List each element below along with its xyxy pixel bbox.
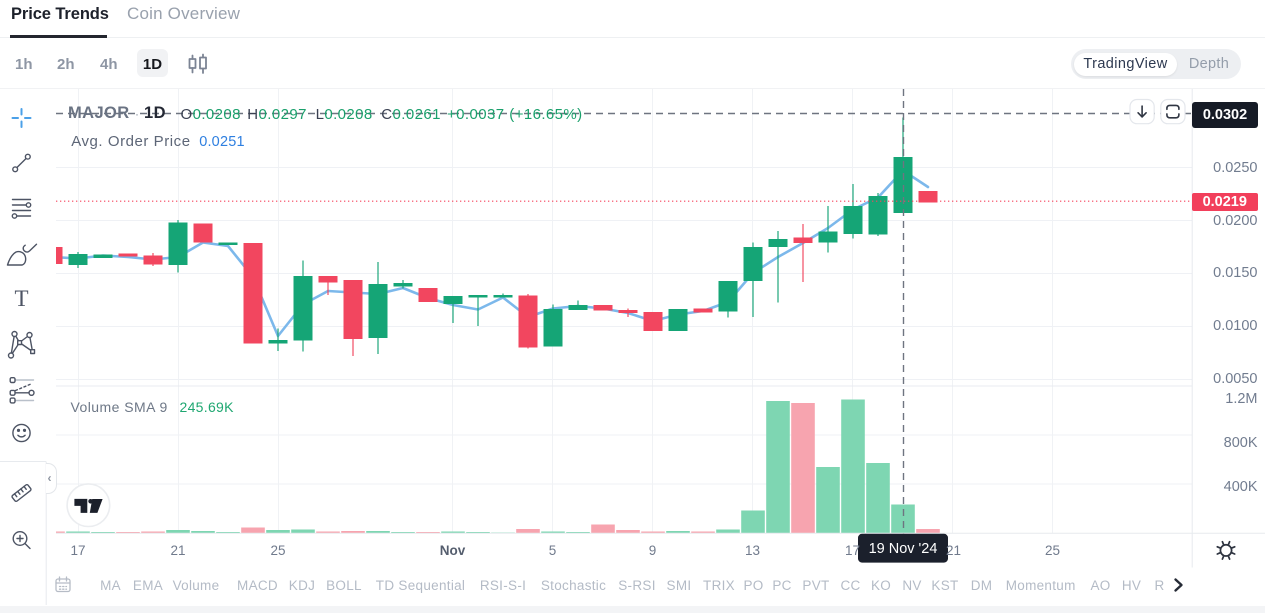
svg-text:T: T: [14, 286, 28, 311]
